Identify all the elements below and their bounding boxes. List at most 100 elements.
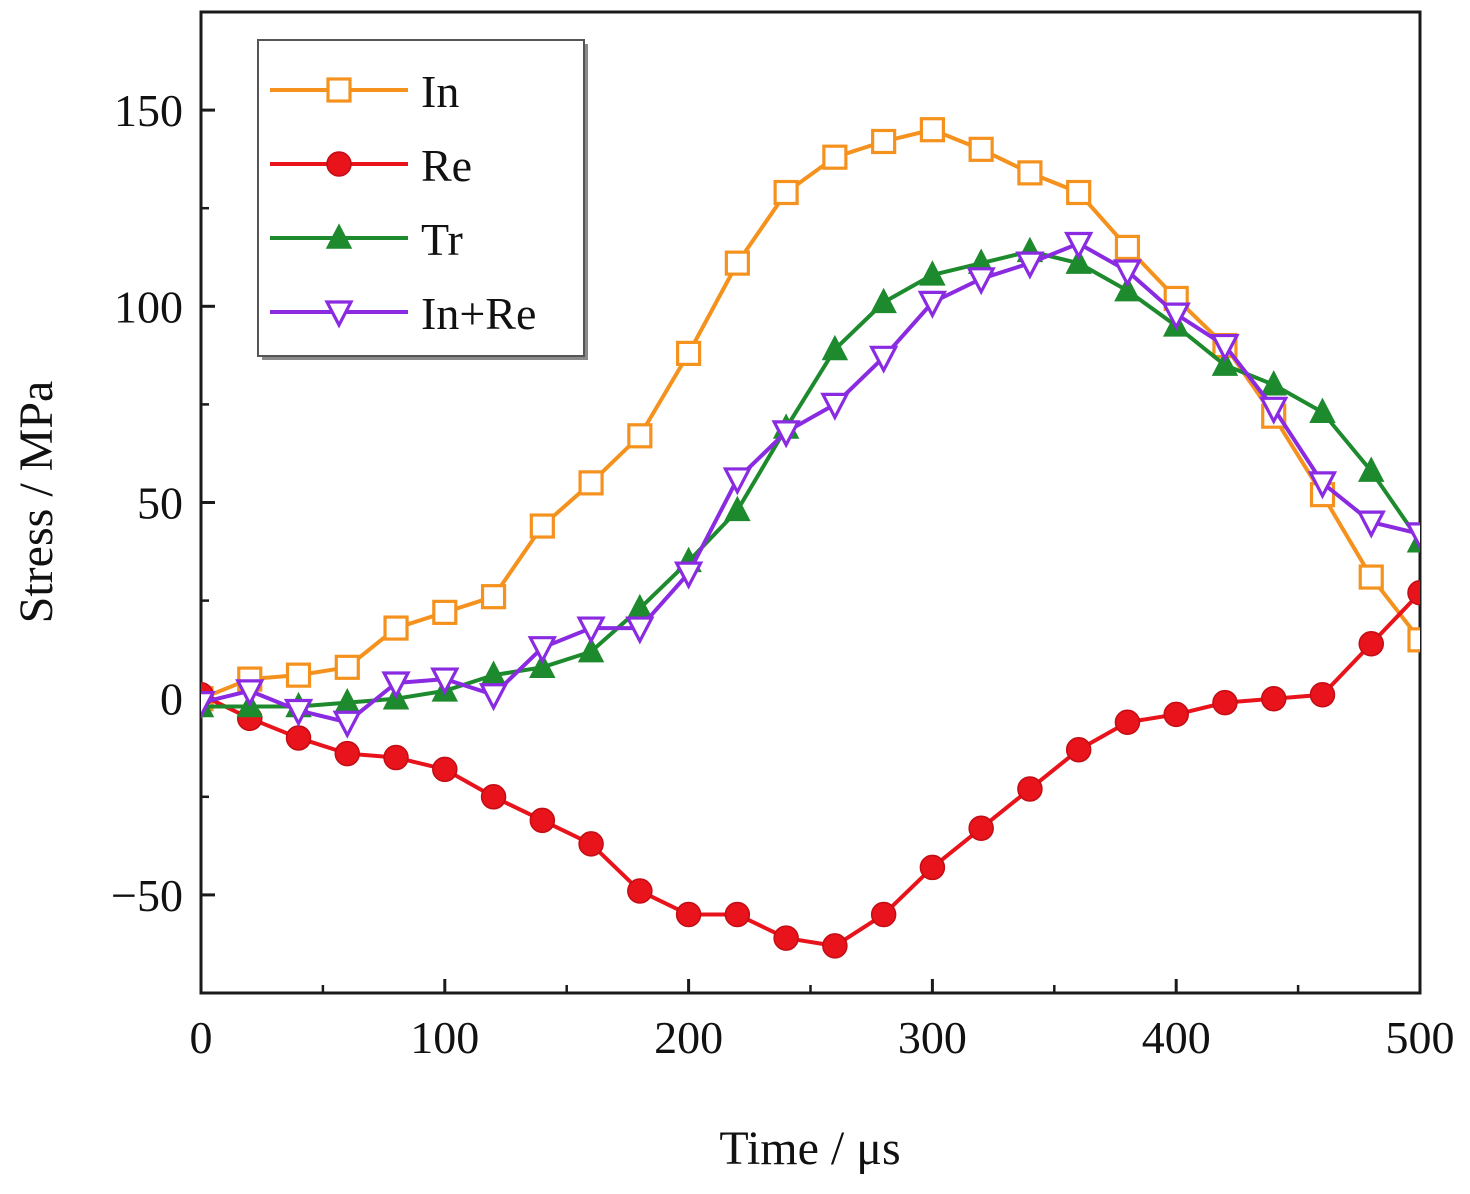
data-point-in-re [1112, 259, 1143, 288]
data-point-in-re [820, 392, 850, 421]
data-point-tr [724, 495, 751, 522]
data-point-re [1017, 776, 1043, 802]
data-point-re [529, 807, 556, 834]
data-point-re [1065, 736, 1092, 763]
data-point-in [1114, 234, 1141, 261]
legend-item-in: In [270, 66, 459, 117]
data-point-in-re [1307, 471, 1338, 500]
data-point-tr [529, 652, 556, 679]
data-point-re [480, 784, 507, 810]
data-point-in-re [527, 636, 557, 665]
data-point-tr [1358, 456, 1385, 482]
data-point-in [822, 144, 848, 170]
data-point-tr [919, 260, 946, 286]
data-point-in [773, 179, 799, 206]
data-point-in [724, 250, 750, 276]
data-point-in-re [235, 679, 265, 708]
data-point-in [675, 340, 702, 366]
data-point-re [627, 878, 653, 904]
data-point-re [822, 933, 848, 959]
data-point-in [432, 599, 458, 625]
data-point-in [1066, 179, 1092, 206]
data-point-in-re [201, 691, 216, 720]
x-tick-label: 100 [410, 1012, 479, 1063]
legend-box [257, 39, 585, 357]
data-point-tr [1309, 397, 1336, 423]
data-point-in-re [1161, 302, 1191, 331]
data-point-re [724, 901, 751, 928]
data-point-in-re [869, 345, 899, 374]
legend-label: In+Re [421, 288, 536, 339]
data-point-re [334, 740, 361, 767]
data-point-in-re [283, 698, 314, 727]
series-line-tr [201, 249, 1420, 709]
data-point-in-re [673, 561, 704, 590]
data-point-in [627, 423, 653, 449]
data-point-in-re [771, 420, 801, 449]
data-point-re [1212, 689, 1238, 716]
data-point-in-re [1405, 522, 1420, 551]
legend-marker [326, 151, 352, 177]
data-point-in [334, 654, 360, 680]
x-axis-title: Time / μs [719, 1122, 900, 1175]
data-point-tr [577, 636, 605, 663]
legend-label: Re [421, 140, 472, 191]
data-point-in-re [332, 710, 362, 739]
data-point-in [968, 136, 994, 162]
data-point-in-re [1064, 231, 1094, 260]
data-point-re [1309, 682, 1336, 708]
data-point-in-re [576, 616, 606, 645]
data-point-in-re [1210, 333, 1240, 362]
y-axis-title: Stress / MPa [10, 381, 63, 624]
legend-marker [324, 300, 354, 329]
data-point-re [578, 831, 604, 857]
data-point-in [1017, 160, 1043, 186]
legend-item-tr: Tr [270, 214, 463, 265]
x-tick-label: 0 [190, 1012, 213, 1063]
data-point-in-re [1259, 396, 1289, 425]
data-point-in [578, 470, 604, 496]
data-point-in [1358, 564, 1384, 590]
data-point-in-re [1015, 251, 1045, 280]
data-point-tr [1114, 275, 1141, 302]
data-point-re [1260, 685, 1287, 712]
y-tick-label: 50 [137, 478, 183, 529]
data-point-tr [1260, 370, 1287, 396]
data-point-re [1163, 701, 1189, 728]
legend-item-in-re: In+Re [270, 288, 536, 339]
legend-label: Tr [421, 214, 463, 265]
series-in-re [201, 231, 1420, 739]
data-point-in [480, 584, 507, 610]
x-tick-label: 400 [1142, 1012, 1211, 1063]
data-point-in-re [478, 683, 509, 712]
data-point-re [285, 725, 312, 751]
data-point-re [870, 901, 897, 928]
data-point-tr [1211, 350, 1239, 376]
data-point-in-re [722, 467, 752, 496]
legend-marker [325, 223, 353, 249]
y-tick-label: 100 [114, 281, 183, 332]
data-point-re [919, 854, 946, 881]
x-tick-label: 200 [654, 1012, 723, 1063]
data-point-re [1114, 709, 1141, 735]
x-tick-label: 500 [1386, 1012, 1455, 1063]
y-tick-label: 150 [114, 85, 183, 136]
data-point-in [285, 662, 312, 688]
x-axis: 0 100 200 300 400 500 [190, 979, 1455, 1063]
data-point-in-re [1356, 510, 1386, 539]
data-point-re [432, 756, 458, 783]
data-point-in-re [625, 616, 655, 645]
y-tick-label: −50 [111, 870, 183, 921]
x-tick-label: 300 [898, 1012, 967, 1063]
data-point-in [871, 128, 897, 155]
data-point-in [383, 615, 409, 641]
legend-label: In [421, 66, 459, 117]
data-point-in-re [966, 267, 996, 296]
data-point-in [529, 513, 555, 539]
y-axis: −50 0 50 100 150 [111, 10, 215, 995]
data-point-re [1358, 631, 1384, 657]
data-point-in [919, 117, 946, 143]
legend-item-re: Re [270, 140, 472, 191]
data-point-re [1407, 580, 1420, 606]
